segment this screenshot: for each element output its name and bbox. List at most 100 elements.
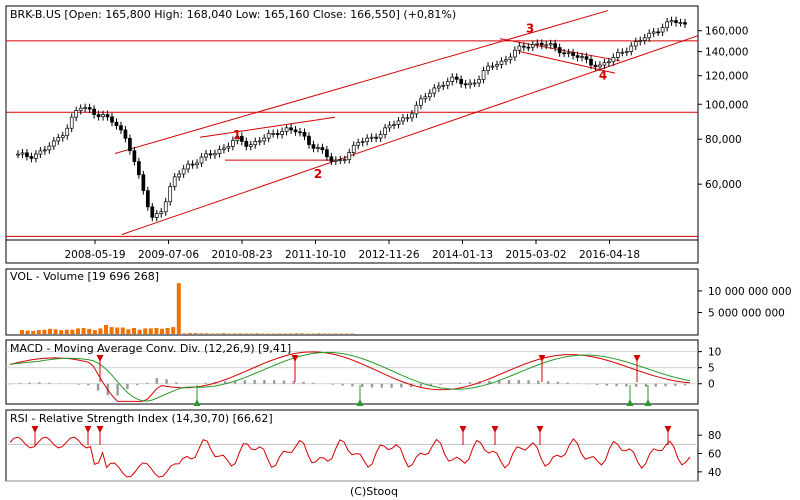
macd-histogram-bar: [370, 383, 374, 388]
candle-body: [360, 141, 365, 143]
macd-histogram-bar: [595, 383, 599, 385]
candle-body: [468, 82, 472, 86]
candle-body: [56, 137, 61, 142]
macd-buy-marker: [356, 399, 364, 406]
annotation-label: 1: [233, 128, 241, 142]
price-x-tick-label: 2012-11-26: [358, 249, 419, 261]
rsi-overbought-marker: [31, 426, 39, 433]
macd-histogram-bar: [116, 383, 119, 396]
candle-body: [289, 127, 293, 131]
volume-bar: [188, 333, 192, 334]
candle-body: [217, 149, 222, 154]
candle-body: [477, 79, 481, 84]
candle-body: [530, 44, 535, 48]
candle-body: [226, 146, 231, 149]
candle-body: [213, 153, 217, 156]
candle-body: [356, 142, 361, 146]
candle-body: [105, 114, 110, 118]
annotation-label: 2: [314, 167, 322, 181]
candle-body: [624, 51, 629, 53]
rsi-overbought-marker: [84, 426, 92, 433]
candle-body: [271, 132, 276, 135]
volume-bar: [193, 333, 198, 334]
candle-body: [87, 107, 92, 110]
volume-bar: [87, 328, 92, 334]
candle-body: [333, 159, 338, 162]
rsi-y-tick-label: 60: [708, 449, 721, 461]
candle-body: [423, 96, 428, 100]
macd-histogram-bar: [351, 383, 354, 387]
macd-histogram-bar: [312, 382, 315, 384]
candle-body: [611, 56, 616, 63]
macd-histogram-bar: [175, 382, 178, 384]
candle-body: [414, 104, 419, 115]
candle-body: [275, 132, 280, 135]
macd-histogram-bar: [488, 380, 491, 384]
triangle-upper-line: [199, 116, 336, 138]
candle-body: [204, 153, 208, 158]
candle-body: [168, 186, 173, 203]
candle-body: [638, 40, 643, 42]
candle-body: [629, 45, 634, 52]
rsi-title: RSI - Relative Strength Index (14,30,70)…: [10, 412, 273, 425]
candle-body: [378, 134, 383, 139]
macd-histogram-bar: [429, 383, 432, 386]
candle-body: [262, 137, 267, 142]
candle-body: [101, 114, 105, 117]
candle-body: [405, 117, 410, 120]
volume-bar: [70, 329, 75, 334]
candle-body: [513, 49, 517, 58]
candle-body: [539, 42, 544, 46]
candle-body: [548, 43, 553, 46]
macd-histogram-bar: [625, 383, 628, 387]
volume-bar: [20, 330, 24, 334]
candle-body: [383, 127, 387, 135]
macd-y-ticks: 10 5 0: [698, 347, 721, 391]
macd-lines: [9, 351, 691, 402]
macd-histogram-bar: [126, 383, 129, 390]
candle-body: [633, 41, 638, 47]
volume-bar: [182, 333, 187, 334]
macd-histogram-bar: [38, 382, 41, 384]
price-x-tick-label: 2009-07-06: [138, 249, 199, 261]
macd-histogram-bar: [263, 379, 266, 384]
candle-body: [454, 76, 459, 80]
macd-sell-marker: [538, 355, 546, 362]
annotation-label: 3: [526, 22, 534, 36]
candle-body: [396, 120, 401, 125]
candle-body: [154, 213, 159, 218]
volume-bar: [148, 328, 153, 334]
candle-body: [508, 56, 513, 61]
price-y-tick-label: 80,000: [705, 134, 742, 146]
macd-histogram-bar: [28, 382, 31, 384]
macd-histogram-bar: [302, 381, 305, 384]
candle-body: [69, 116, 74, 129]
volume-bar: [92, 330, 97, 334]
macd-histogram-bar: [8, 383, 12, 385]
candle-body: [495, 64, 499, 67]
macd-histogram-bar: [517, 380, 520, 384]
candle-body: [141, 174, 146, 192]
macd-histogram: [8, 377, 687, 396]
volume-y-ticks: 10 000 000 000 5 000 000 000: [698, 286, 792, 319]
volume-bar: [238, 333, 243, 334]
candle-body: [302, 132, 307, 137]
macd-histogram-bar: [204, 382, 207, 384]
macd-histogram-bar: [331, 383, 335, 385]
rsi-line: [9, 436, 691, 478]
macd-sell-marker: [96, 355, 104, 362]
candle-body: [584, 56, 589, 60]
macd-histogram-bar: [165, 379, 168, 384]
price-x-tick-label: 2014-01-13: [432, 249, 493, 261]
price-annotations: 1 2 3 4: [233, 22, 607, 181]
candle-body: [74, 110, 79, 118]
price-y-tick-label: 160,000: [705, 26, 748, 38]
rsi-signal-markers: [31, 426, 672, 445]
candle-body: [642, 37, 647, 41]
macd-title: MACD - Moving Average Conv. Div. (12,26,…: [10, 342, 291, 355]
volume-bar: [59, 330, 64, 334]
source-credit: (C)Stooq: [350, 485, 398, 498]
candle-body: [589, 58, 593, 66]
volume-bar: [154, 327, 159, 334]
macd-histogram-bar: [546, 381, 550, 384]
